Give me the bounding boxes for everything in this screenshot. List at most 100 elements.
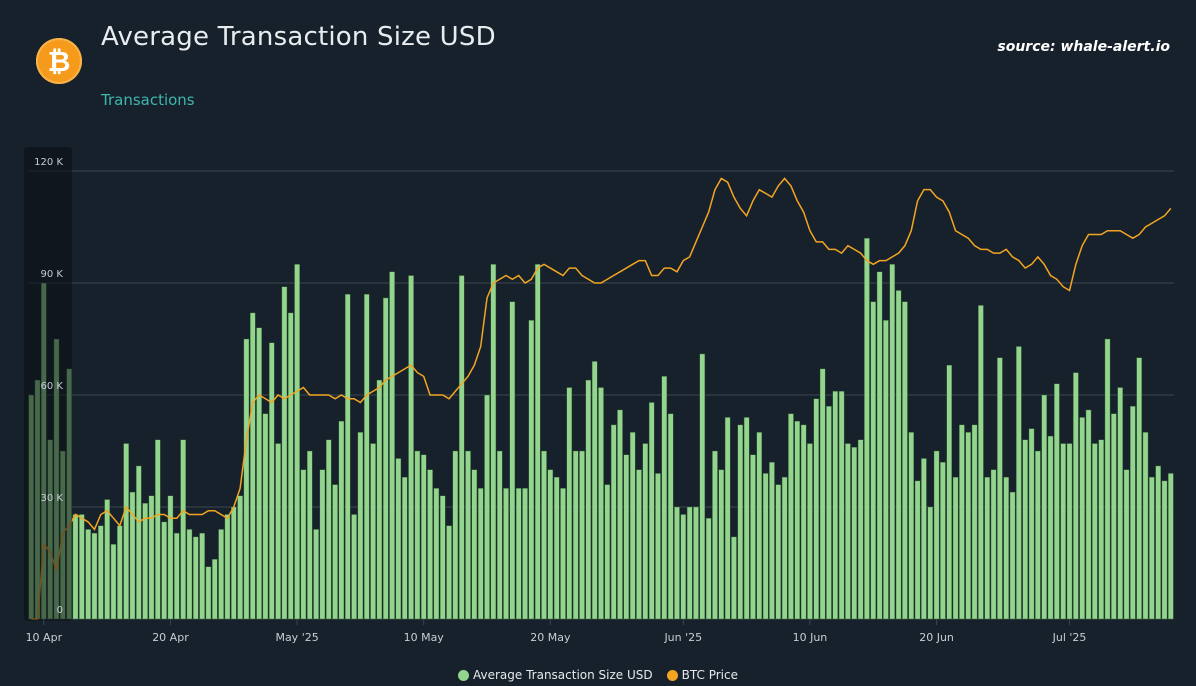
bar[interactable] — [762, 473, 769, 620]
bar[interactable] — [484, 394, 490, 620]
bar[interactable] — [351, 514, 357, 620]
bar[interactable] — [712, 450, 718, 620]
bar[interactable] — [256, 327, 262, 620]
bar[interactable] — [826, 406, 832, 620]
bar[interactable] — [794, 420, 801, 620]
bar[interactable] — [857, 439, 864, 620]
navigator-overlay[interactable] — [24, 147, 72, 621]
bar[interactable] — [756, 432, 763, 620]
bar[interactable] — [325, 439, 332, 620]
bar[interactable] — [585, 379, 592, 620]
bar[interactable] — [813, 398, 820, 620]
bar[interactable] — [990, 469, 997, 620]
legend-item-btc-price[interactable]: BTC Price — [666, 668, 738, 682]
bar[interactable] — [655, 473, 661, 620]
bar[interactable] — [1009, 491, 1016, 620]
bar[interactable] — [661, 376, 668, 620]
bar[interactable] — [522, 488, 528, 620]
bar[interactable] — [72, 514, 79, 620]
bar[interactable] — [427, 469, 433, 620]
bar[interactable] — [648, 402, 655, 620]
bar[interactable] — [357, 432, 364, 620]
bar[interactable] — [509, 301, 516, 620]
bar[interactable] — [528, 320, 535, 620]
bar[interactable] — [313, 529, 319, 620]
bar[interactable] — [1136, 357, 1142, 620]
bar[interactable] — [1085, 409, 1092, 620]
bar[interactable] — [1092, 443, 1098, 620]
bar[interactable] — [167, 495, 174, 620]
bar[interactable] — [1111, 413, 1117, 620]
bar[interactable] — [123, 443, 129, 620]
bar[interactable] — [870, 301, 877, 620]
bar[interactable] — [781, 476, 788, 620]
bar[interactable] — [1041, 394, 1047, 620]
bar[interactable] — [433, 488, 440, 620]
bar[interactable] — [306, 450, 313, 620]
bar[interactable] — [705, 518, 712, 620]
bar[interactable] — [921, 458, 927, 620]
bar[interactable] — [515, 488, 522, 620]
bar[interactable] — [129, 491, 136, 620]
bar[interactable] — [161, 521, 167, 620]
bar[interactable] — [104, 499, 110, 620]
bar[interactable] — [363, 294, 370, 620]
bar[interactable] — [978, 305, 984, 620]
bar[interactable] — [845, 443, 851, 620]
bar[interactable] — [275, 443, 281, 620]
bar[interactable] — [534, 264, 541, 620]
bar[interactable] — [490, 264, 497, 620]
bar[interactable] — [1098, 439, 1104, 620]
bar[interactable] — [997, 357, 1003, 620]
bar[interactable] — [294, 264, 300, 620]
bar[interactable] — [408, 275, 414, 620]
bar[interactable] — [414, 450, 421, 620]
bar[interactable] — [446, 525, 452, 620]
bar[interactable] — [952, 476, 959, 620]
bar[interactable] — [838, 391, 845, 620]
bar[interactable] — [142, 503, 148, 620]
bar[interactable] — [718, 469, 725, 620]
bar[interactable] — [1054, 383, 1060, 620]
legend-item-avg-size[interactable]: Average Transaction Size USD — [458, 668, 653, 682]
bar[interactable] — [908, 432, 915, 620]
bar[interactable] — [110, 544, 117, 620]
bar[interactable] — [193, 536, 199, 620]
bar[interactable] — [1155, 465, 1161, 620]
bar[interactable] — [452, 450, 459, 620]
bar[interactable] — [895, 290, 902, 620]
bar[interactable] — [553, 476, 560, 620]
bar[interactable] — [376, 379, 383, 620]
bar[interactable] — [807, 443, 813, 620]
bar[interactable] — [389, 271, 395, 620]
bar[interactable] — [269, 342, 275, 620]
bar[interactable] — [1003, 476, 1009, 620]
bar[interactable] — [85, 529, 91, 620]
bar[interactable] — [642, 443, 649, 620]
bar[interactable] — [914, 480, 921, 620]
bar[interactable] — [496, 450, 503, 620]
bar[interactable] — [933, 450, 940, 620]
bar[interactable] — [212, 559, 218, 620]
bar[interactable] — [959, 424, 965, 620]
bar[interactable] — [231, 506, 237, 620]
bar[interactable] — [971, 424, 978, 620]
bar[interactable] — [541, 450, 547, 620]
bar[interactable] — [237, 495, 243, 620]
bar[interactable] — [1035, 450, 1041, 620]
bar[interactable] — [731, 536, 737, 620]
bar[interactable] — [98, 525, 104, 620]
bar[interactable] — [547, 469, 554, 620]
bar[interactable] — [401, 476, 408, 620]
bar[interactable] — [699, 353, 706, 620]
bar[interactable] — [940, 462, 946, 620]
bar[interactable] — [1149, 476, 1155, 620]
bar[interactable] — [743, 417, 750, 620]
bar[interactable] — [1047, 435, 1054, 620]
bar[interactable] — [902, 301, 908, 620]
bar[interactable] — [395, 458, 402, 620]
bar[interactable] — [1028, 428, 1035, 620]
bar[interactable] — [686, 506, 693, 620]
bar[interactable] — [566, 387, 573, 620]
bar[interactable] — [667, 413, 674, 620]
